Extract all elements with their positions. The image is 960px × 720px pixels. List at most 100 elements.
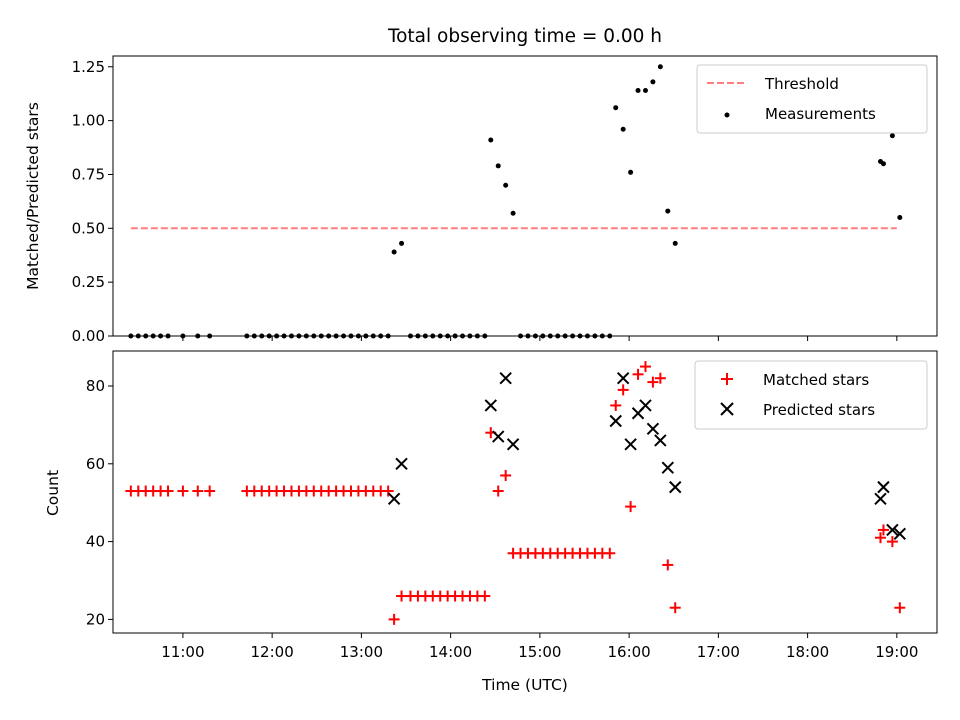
measurement-point — [510, 210, 516, 216]
measurement-point — [495, 163, 501, 169]
matched-star-point — [617, 384, 629, 396]
predicted-star-point — [395, 457, 408, 471]
predicted-star-point — [639, 399, 652, 412]
x-tick-label-1900: 19:00 — [875, 643, 918, 661]
top-legend-box — [696, 64, 928, 134]
matched-star-point — [662, 559, 674, 571]
x-tick-label-1300: 13:00 — [340, 643, 383, 661]
matched-star-point — [610, 399, 622, 411]
x-tick-label-1100: 11:00 — [161, 643, 204, 661]
matched-star-point — [894, 602, 906, 614]
x-tick-label-1700: 17:00 — [697, 643, 740, 661]
bottom-x-axis: 11:00 12:00 13:00 14:00 15:00 16:00 17:00 18:00… — [161, 633, 918, 661]
predicted-star-point — [893, 527, 907, 541]
chart-title: Total observing time = 0.00 h — [387, 26, 662, 47]
top-x-axis — [182, 336, 898, 341]
bottom-y-tick-label: 40 — [86, 533, 105, 551]
predicted-star-point — [886, 523, 899, 537]
top-y-tick-label: 0.50 — [72, 219, 105, 237]
measurement-point — [880, 161, 886, 167]
matched-star-point — [177, 485, 189, 497]
predicted-star-point — [506, 438, 520, 451]
matched-star-point — [604, 547, 616, 559]
measurement-point — [672, 240, 678, 246]
bottom-y-tick-label: 20 — [86, 610, 105, 628]
predicted-star-point — [387, 492, 401, 506]
matched-star-point — [382, 485, 394, 497]
legend-matched-label: Matched stars — [763, 371, 869, 389]
x-axis-label: Time (UTC) — [481, 676, 568, 694]
top-y-tick-label: 1.00 — [72, 112, 105, 130]
measurement-point — [628, 169, 634, 175]
measurement-point — [620, 126, 626, 132]
legend-measurements-swatch — [724, 112, 730, 118]
legend-predicted-label: Predicted stars — [763, 401, 875, 419]
measurement-point — [613, 105, 619, 111]
matched-star-point — [625, 501, 637, 513]
predicted-star-point — [499, 372, 512, 385]
x-tick-label-1500: 15:00 — [518, 643, 561, 661]
measurement-point — [897, 215, 903, 221]
predicted-star-point — [874, 492, 887, 506]
ratio-panel: Matched/Predicted stars 0.00 0.25 0.50 0.75… — [24, 55, 938, 345]
measurement-point — [657, 64, 663, 70]
predicted-star-point — [654, 434, 667, 447]
measurement-point — [665, 208, 671, 214]
predicted-star-point — [669, 480, 682, 494]
x-tick-label-1600: 16:00 — [607, 643, 650, 661]
legend-measurements-label: Measurements — [765, 105, 876, 123]
bottom-axes-frame — [112, 350, 938, 634]
matched-star-point — [479, 590, 491, 602]
predicted-star-point — [877, 480, 890, 494]
matched-star-point — [492, 485, 504, 497]
measurement-point — [642, 87, 648, 93]
matched-star-point — [632, 368, 644, 380]
bottom-y-tick-label: 60 — [86, 455, 105, 473]
measurement-point — [488, 137, 494, 143]
measurement-point — [635, 87, 641, 93]
x-tick-label-1800: 18:00 — [786, 643, 829, 661]
top-axes-frame — [112, 55, 938, 337]
top-y-axis: 0.00 0.25 0.50 0.75 1.00 1.25 — [72, 58, 113, 345]
bottom-legend: Matched stars Predicted stars — [694, 360, 928, 430]
count-panel: Count Time (UTC) 20 40 60 80 11:00 12:00 13:0… — [44, 350, 938, 694]
matched-star-point — [639, 361, 651, 373]
bottom-legend-box — [694, 360, 928, 430]
matched-star-point — [162, 485, 174, 497]
predicted-star-point — [484, 399, 497, 412]
matched-star-point — [500, 469, 512, 481]
predicted-star-point — [616, 372, 630, 385]
count-points — [125, 361, 907, 625]
predicted-star-point — [646, 422, 660, 436]
top-legend: Threshold Measurements — [696, 64, 928, 134]
predicted-star-point — [609, 414, 622, 428]
top-y-tick-label: 0.75 — [72, 165, 105, 183]
matched-star-point — [647, 376, 659, 388]
measurement-point — [391, 249, 397, 255]
matched-star-point — [877, 524, 889, 536]
bottom-y-axis: 20 40 60 80 — [86, 377, 113, 628]
legend-predicted-swatch — [720, 402, 734, 416]
bottom-y-tick-label: 80 — [86, 377, 105, 395]
predicted-star-point — [661, 461, 674, 474]
top-y-tick-label: 0.25 — [72, 273, 105, 291]
top-y-axis-label: Matched/Predicted stars — [24, 102, 42, 290]
matched-star-point — [886, 536, 898, 548]
measurement-point — [399, 240, 405, 246]
matched-star-point — [192, 485, 204, 497]
matched-star-point — [204, 485, 216, 497]
x-tick-label-1400: 14:00 — [429, 643, 472, 661]
measurement-point — [650, 79, 656, 85]
x-tick-label-1200: 12:00 — [251, 643, 294, 661]
measurement-point — [503, 182, 509, 188]
bottom-y-axis-label: Count — [44, 470, 62, 516]
matched-star-point — [388, 613, 400, 625]
matched-star-point — [654, 372, 666, 384]
matched-star-point — [669, 602, 681, 614]
legend-matched-swatch — [721, 373, 733, 385]
legend-threshold-label: Threshold — [764, 75, 839, 93]
predicted-star-point — [624, 438, 637, 451]
matched-star-point — [874, 532, 886, 544]
top-y-tick-label: 1.25 — [72, 58, 105, 76]
